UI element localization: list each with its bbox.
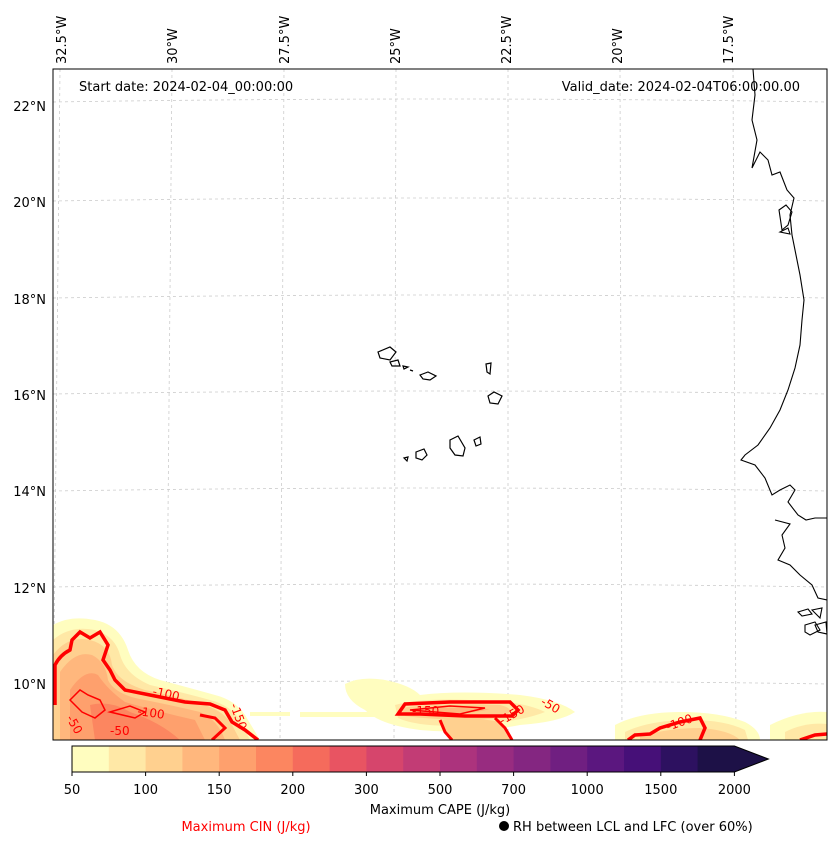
- colorbar-cell: [72, 746, 110, 772]
- colorbar-tick-label: 1500: [644, 783, 677, 798]
- valid-date-text: Valid_date: 2024-02-04T06:00:00.00: [562, 80, 800, 95]
- cape-verde-islands: [377, 346, 503, 463]
- colorbar-cell: [587, 746, 625, 772]
- lat-label: 20°N: [13, 196, 46, 211]
- lat-label: 18°N: [13, 293, 46, 308]
- colorbar-cell: [366, 746, 404, 772]
- colorbar: 50 100 150 200 300 500 700 1000 1500 2000 Maximum…: [64, 745, 770, 818]
- legend: Maximum CIN (J/kg) RH between LCL and LF…: [181, 820, 752, 835]
- lat-label: 16°N: [13, 389, 46, 404]
- colorbar-tick-label: 300: [354, 783, 379, 798]
- lat-label: 10°N: [13, 678, 46, 693]
- cin-contour-label: -100: [137, 704, 166, 722]
- colorbar-tick-label: 50: [64, 783, 81, 798]
- cin-contour-label: -50: [110, 724, 130, 738]
- colorbar-ticks: 50 100 150 200 300 500 700 1000 1500 2000: [64, 772, 751, 798]
- colorbar-cell: [219, 746, 257, 772]
- lat-label: 22°N: [13, 100, 46, 115]
- lon-label: 30°W: [166, 28, 181, 64]
- lon-label: 22.5°W: [500, 16, 515, 64]
- colorbar-cell: [108, 746, 147, 772]
- start-date-text: Start date: 2024-02-04_00:00:00: [79, 80, 293, 95]
- lon-label: 25°W: [389, 28, 404, 64]
- lon-label: 17.5°W: [722, 16, 737, 64]
- colorbar-cells: [72, 746, 769, 772]
- cin-legend-label: Maximum CIN (J/kg): [181, 820, 310, 835]
- colorbar-cell: [256, 746, 294, 772]
- colorbar-label: Maximum CAPE (J/kg): [370, 803, 510, 818]
- lon-label: 20°W: [611, 28, 626, 64]
- colorbar-cell: [440, 746, 478, 772]
- colorbar-tick-label: 500: [428, 783, 453, 798]
- colorbar-tick-label: 150: [207, 783, 232, 798]
- map-background: [53, 69, 827, 740]
- lat-label: 14°N: [13, 485, 46, 500]
- colorbar-cell: [403, 746, 441, 772]
- colorbar-tick-label: 200: [280, 783, 305, 798]
- lon-label: 32.5°W: [55, 16, 70, 64]
- black-dot-icon: [499, 821, 509, 831]
- colorbar-cell: [145, 746, 183, 772]
- colorbar-tick-label: 2000: [718, 783, 751, 798]
- coastlines: [740, 69, 827, 636]
- colorbar-cell: [476, 746, 515, 772]
- colorbar-cell: [292, 746, 331, 772]
- colorbar-tick-label: 100: [133, 783, 158, 798]
- cin-contour-label: -100: [151, 684, 181, 703]
- colorbar-tick-label: 1000: [571, 783, 604, 798]
- map-panel: -100 -100 -150 -50 -150 -150 -50 -100 -5…: [52, 68, 828, 741]
- lon-label: 27.5°W: [278, 16, 293, 64]
- rh-legend-label: RH between LCL and LFC (over 60%): [513, 820, 753, 835]
- colorbar-tick-label: 700: [501, 783, 526, 798]
- colorbar-cell: [624, 746, 662, 772]
- colorbar-cell: [513, 746, 551, 772]
- cin-contours: [53, 629, 827, 740]
- colorbar-cell: [660, 746, 699, 772]
- colorbar-cell: [697, 746, 769, 772]
- colorbar-frame: [71, 745, 770, 773]
- longitude-labels: 32.5°W 30°W 27.5°W 25°W 22.5°W 20°W 17.5…: [55, 16, 737, 64]
- colorbar-cell: [329, 746, 367, 772]
- colorbar-cell: [182, 746, 220, 772]
- colorbar-cell: [550, 746, 588, 772]
- lat-label: 12°N: [13, 582, 46, 597]
- map-frame: [52, 68, 828, 741]
- cin-contour-label: -150: [412, 704, 439, 718]
- latitude-labels: 22°N 20°N 18°N 16°N 14°N 12°N 10°N: [13, 100, 46, 693]
